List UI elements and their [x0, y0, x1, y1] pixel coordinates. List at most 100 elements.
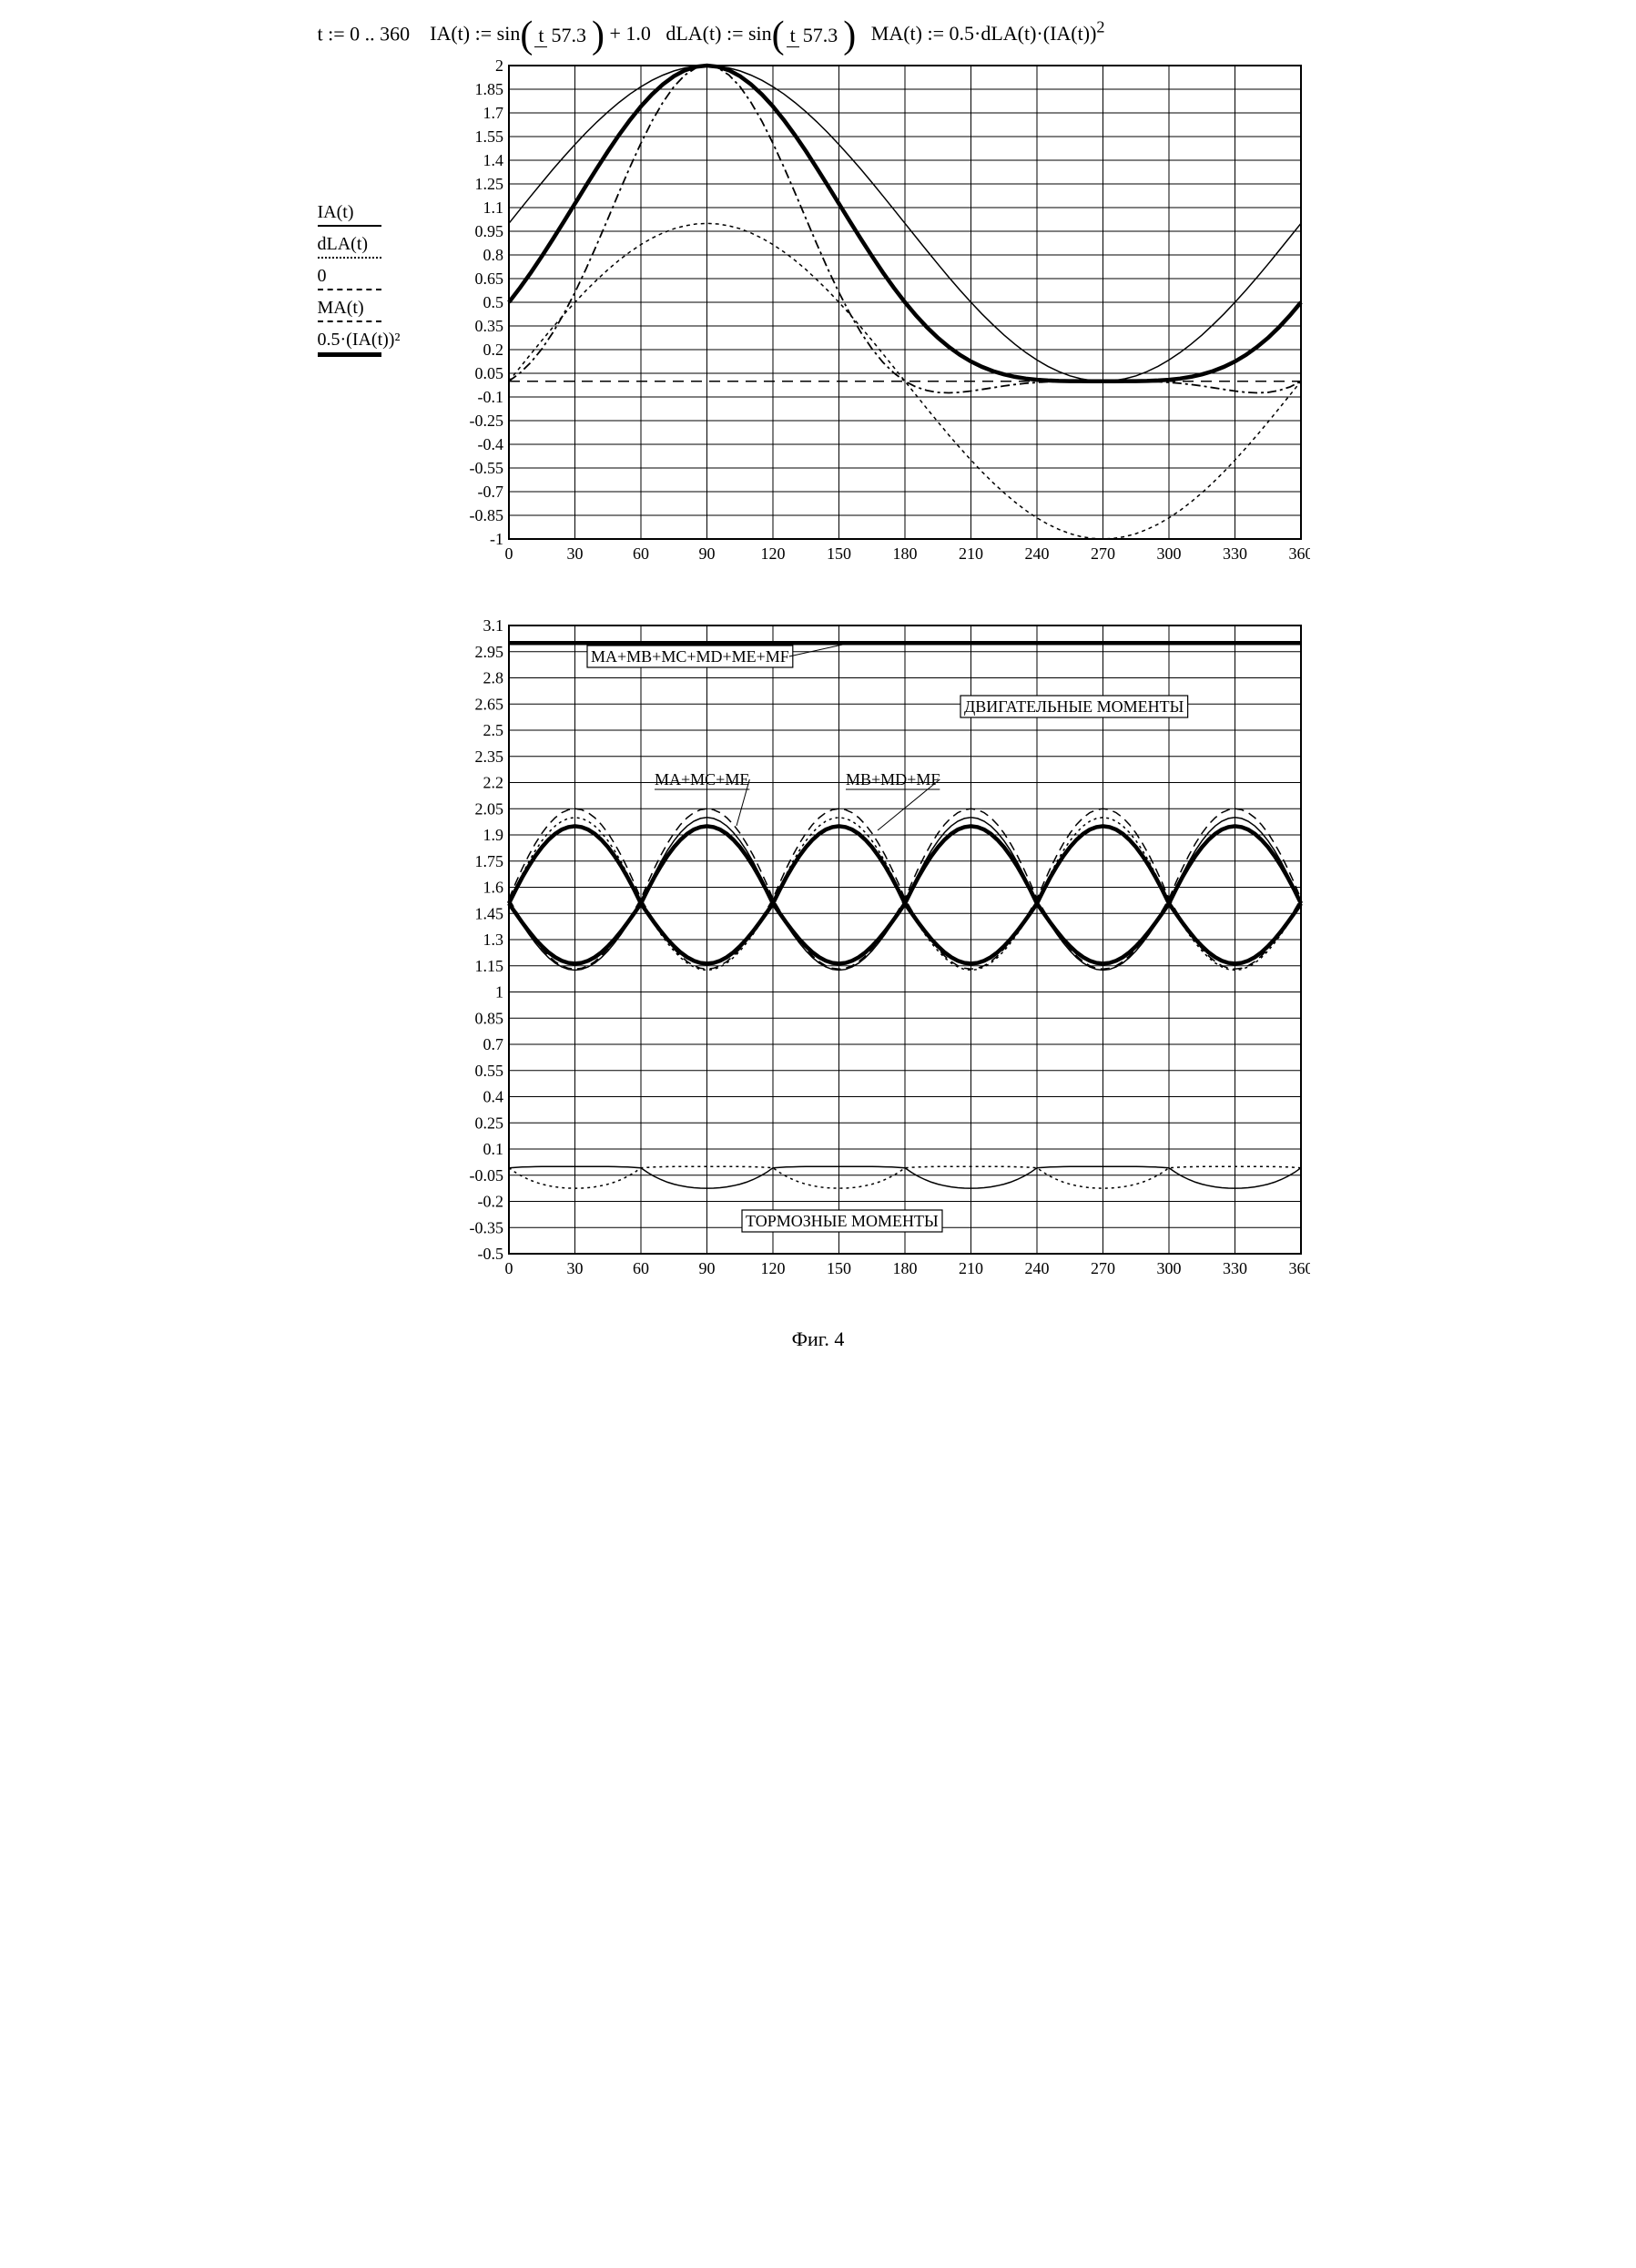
formula-MA: MA(t) := 0.5·dLA(t)·(IA(t))2	[871, 22, 1105, 45]
y-tick-label: 1.55	[474, 127, 503, 146]
legend-label: dLA(t)	[318, 234, 436, 255]
legend-line-sample	[318, 352, 381, 357]
y-tick-label: 0.1	[483, 1140, 503, 1158]
y-tick-label: 0.7	[483, 1035, 503, 1053]
x-tick-label: 30	[566, 544, 583, 563]
y-tick-label: 3.1	[483, 616, 503, 635]
x-tick-label: 90	[698, 1259, 715, 1277]
y-tick-label: 2	[495, 56, 503, 75]
legend-item: MA(t)	[318, 298, 436, 322]
x-tick-label: 240	[1024, 544, 1049, 563]
annotation-label: MA+MB+MC+MD+ME+MF	[591, 647, 789, 666]
x-tick-label: 120	[760, 544, 785, 563]
x-tick-label: 180	[892, 544, 917, 563]
annotation-label: ТОРМОЗНЫЕ МОМЕНТЫ	[746, 1212, 939, 1230]
legend-line-sample	[318, 225, 381, 227]
legend-label: IA(t)	[318, 202, 436, 223]
y-tick-label: -0.2	[477, 1193, 503, 1211]
chart-top: 030609012015018021024027030033036021.851…	[445, 56, 1310, 594]
y-tick-label: 1.4	[483, 151, 503, 169]
y-tick-label: 1.25	[474, 175, 503, 193]
y-tick-label: 1.9	[483, 826, 503, 844]
y-tick-label: 0.85	[474, 1010, 503, 1028]
formula-row: t := 0 .. 360 IA(t) := sin(t57.3) + 1.0 …	[318, 18, 1319, 47]
x-tick-label: 300	[1156, 1259, 1181, 1277]
annotation-label: ДВИГАТЕЛЬНЫЕ МОМЕНТЫ	[964, 697, 1184, 716]
y-tick-label: -0.7	[477, 483, 503, 501]
y-tick-label: -0.35	[469, 1219, 503, 1237]
x-tick-label: 210	[959, 1259, 983, 1277]
y-tick-label: 1	[495, 983, 503, 1002]
x-tick-label: 150	[827, 1259, 851, 1277]
x-tick-label: 0	[504, 1259, 513, 1277]
y-tick-label: 0.55	[474, 1062, 503, 1080]
x-tick-label: 240	[1024, 1259, 1049, 1277]
x-tick-label: 150	[827, 544, 851, 563]
chart1-legend: IA(t) dLA(t) 0 MA(t) 0.5·(IA(t))²	[318, 56, 436, 598]
formula-IA: IA(t) := sin(t57.3) + 1.0	[430, 22, 655, 45]
legend-item: 0.5·(IA(t))²	[318, 330, 436, 357]
figure-caption: Фиг. 4	[318, 1327, 1319, 1351]
legend-line-sample	[318, 289, 381, 290]
x-tick-label: 60	[633, 544, 649, 563]
x-tick-label: 0	[504, 544, 513, 563]
formula-dLA: dLA(t) := sin(t57.3)	[666, 22, 860, 45]
x-tick-label: 120	[760, 1259, 785, 1277]
legend-label: 0.5·(IA(t))²	[318, 330, 436, 351]
y-tick-label: 1.75	[474, 852, 503, 870]
x-tick-label: 300	[1156, 544, 1181, 563]
y-tick-label: -0.05	[469, 1166, 503, 1185]
y-tick-label: -0.5	[477, 1245, 503, 1263]
legend-item: 0	[318, 266, 436, 290]
y-tick-label: -0.25	[469, 412, 503, 430]
y-tick-label: 1.1	[483, 198, 503, 217]
legend-item: dLA(t)	[318, 234, 436, 259]
formula-t-def: t := 0 .. 360	[318, 22, 411, 45]
y-tick-label: 0.35	[474, 317, 503, 335]
chart-bottom: 03060901201501802102402703003303603.12.9…	[445, 616, 1310, 1317]
y-tick-label: 1.7	[483, 104, 503, 122]
x-tick-label: 360	[1288, 1259, 1310, 1277]
x-tick-label: 30	[566, 1259, 583, 1277]
legend-label: MA(t)	[318, 298, 436, 319]
x-tick-label: 360	[1288, 544, 1310, 563]
y-tick-label: -0.4	[477, 435, 503, 453]
legend-line-sample	[318, 320, 381, 322]
x-tick-label: 90	[698, 544, 715, 563]
y-tick-label: 1.6	[483, 879, 503, 897]
y-tick-label: 0.05	[474, 364, 503, 382]
annotation: ДВИГАТЕЛЬНЫЕ МОМЕНТЫ	[960, 696, 1188, 717]
y-tick-label: 0.65	[474, 270, 503, 288]
y-tick-label: 0.2	[483, 341, 503, 359]
y-tick-label: 1.85	[474, 80, 503, 98]
y-tick-label: 2.8	[483, 669, 503, 687]
annotation: ТОРМОЗНЫЕ МОМЕНТЫ	[742, 1210, 942, 1232]
y-tick-label: 0.25	[474, 1114, 503, 1133]
x-tick-label: 210	[959, 544, 983, 563]
y-tick-label: 1.15	[474, 957, 503, 975]
y-tick-label: -0.1	[477, 388, 503, 406]
y-tick-label: 1.3	[483, 931, 503, 949]
annotation-label: MA+MC+ME	[655, 770, 749, 788]
y-tick-label: -0.85	[469, 506, 503, 524]
legend-label: 0	[318, 266, 436, 287]
y-tick-label: 2.65	[474, 696, 503, 714]
y-tick-label: 1.45	[474, 905, 503, 923]
x-tick-label: 330	[1223, 1259, 1247, 1277]
x-tick-label: 180	[892, 1259, 917, 1277]
y-tick-label: 0.8	[483, 246, 503, 264]
y-tick-label: 2.35	[474, 748, 503, 766]
y-tick-label: 2.2	[483, 774, 503, 792]
y-tick-label: 0.95	[474, 222, 503, 240]
x-tick-label: 270	[1091, 1259, 1115, 1277]
y-tick-label: -0.55	[469, 459, 503, 477]
legend-item: IA(t)	[318, 202, 436, 227]
x-tick-label: 330	[1223, 544, 1247, 563]
y-tick-label: 2.05	[474, 800, 503, 819]
y-tick-label: 2.95	[474, 643, 503, 661]
annotation-label: MB+MD+MF	[846, 770, 940, 788]
y-tick-label: 0.4	[483, 1088, 503, 1106]
legend-line-sample	[318, 257, 381, 259]
y-tick-label: -1	[490, 530, 503, 548]
y-tick-label: 2.5	[483, 721, 503, 739]
